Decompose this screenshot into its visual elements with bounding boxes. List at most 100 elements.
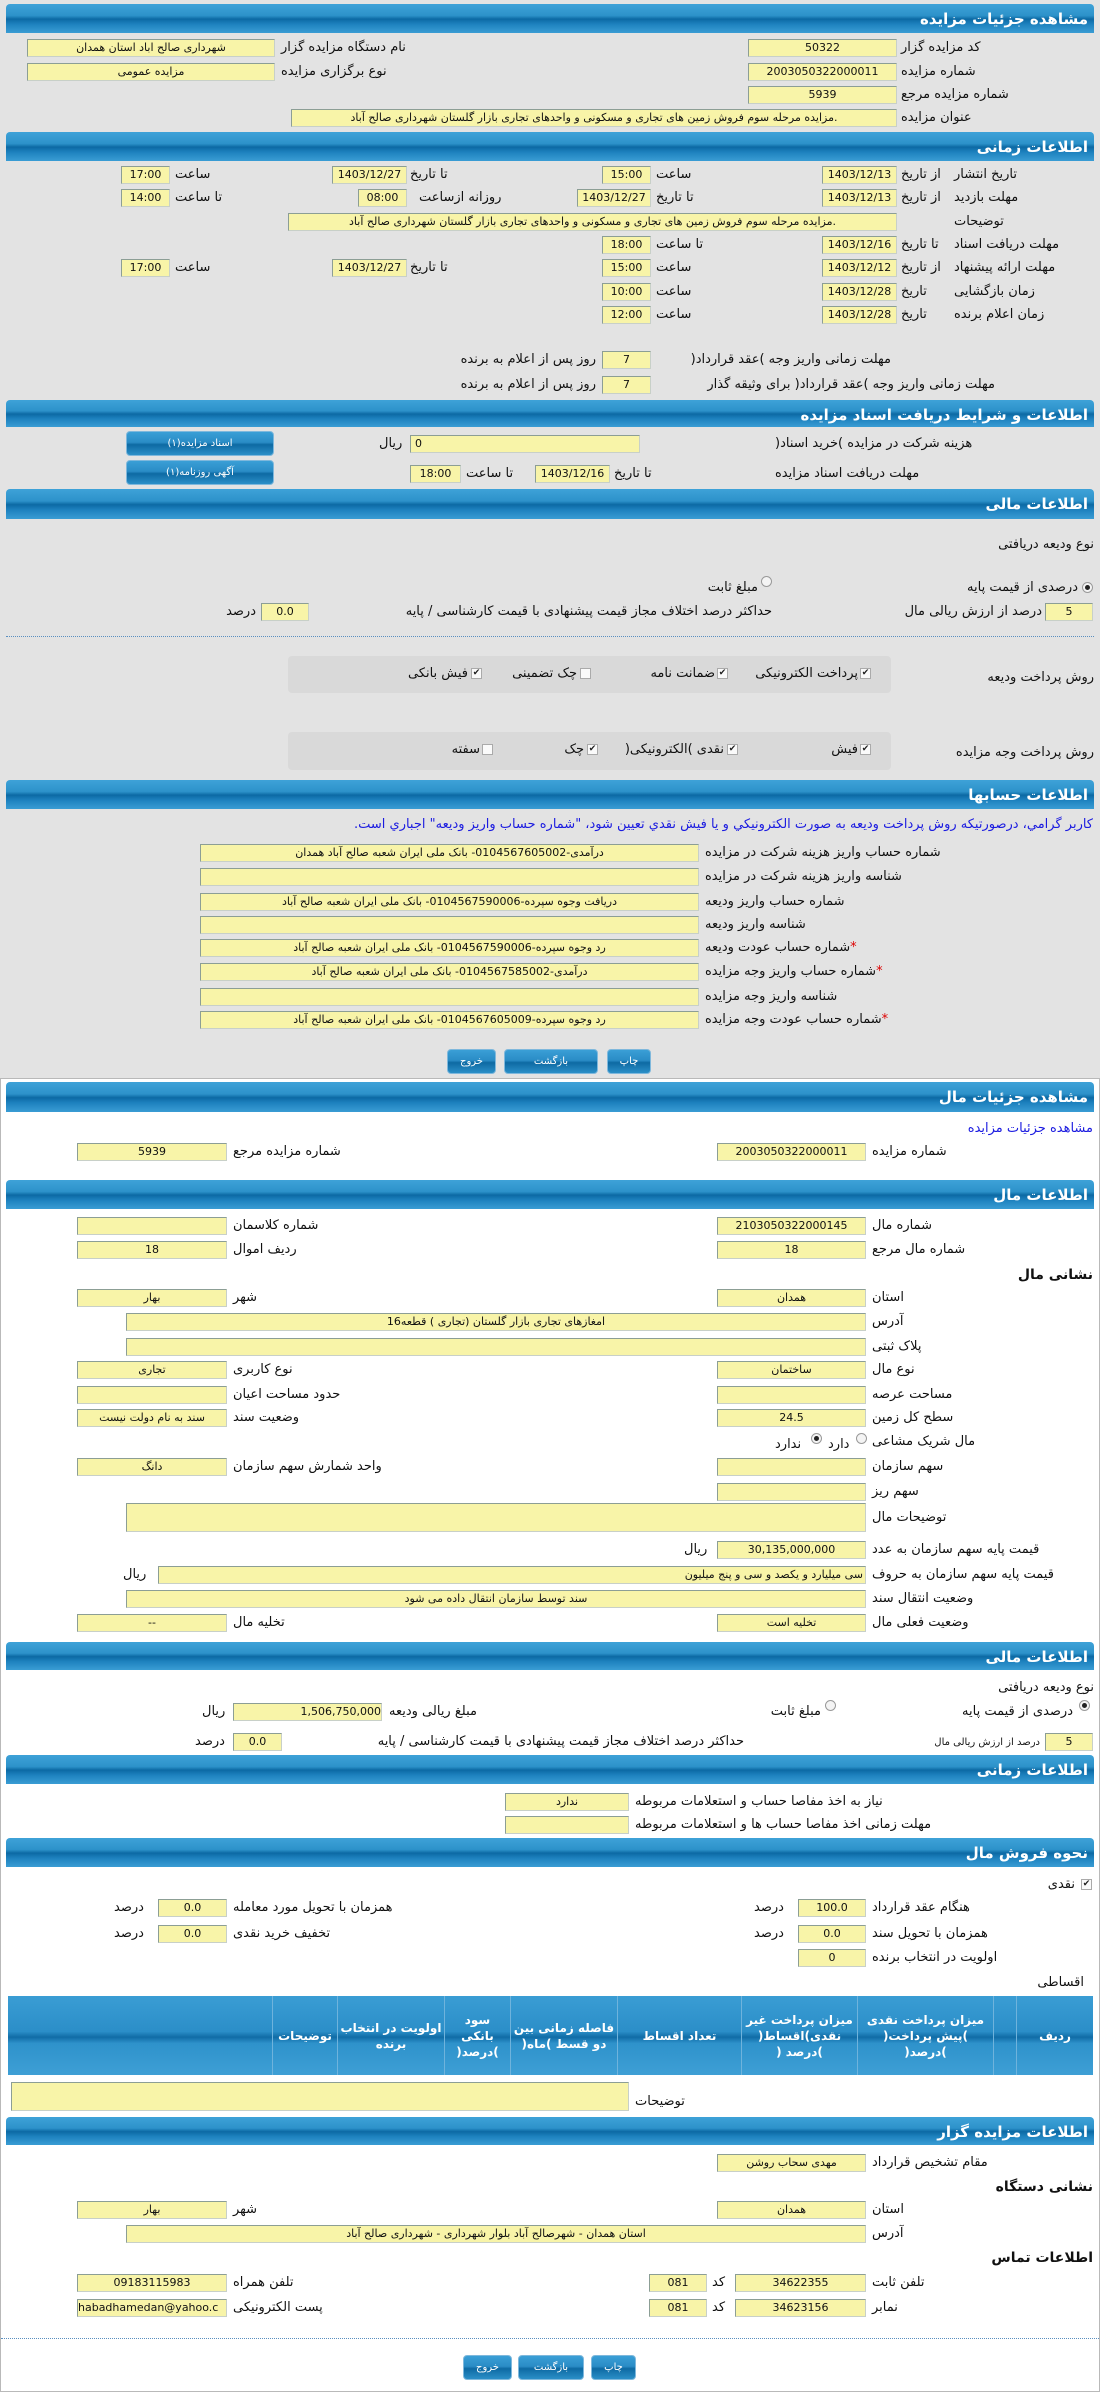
visit-daily-from-field[interactable]: 08:00 bbox=[358, 189, 407, 207]
usage-field[interactable]: تجاری bbox=[77, 1361, 227, 1379]
publish-to-field[interactable]: 1403/12/27 bbox=[332, 166, 407, 184]
shared-yes-radio[interactable] bbox=[856, 1433, 867, 1444]
winner-time-field[interactable]: 12:00 bbox=[602, 306, 651, 324]
print-button[interactable]: چاپ bbox=[591, 2355, 636, 2380]
account-field[interactable] bbox=[200, 868, 699, 886]
land-area-field[interactable] bbox=[717, 1386, 866, 1404]
account-field[interactable]: دریافت وجوه سپرده-0104567590006- بانک مل… bbox=[200, 893, 699, 911]
kind-field[interactable]: ساختمان bbox=[717, 1361, 866, 1379]
priority-field[interactable]: 0 bbox=[798, 1949, 866, 1967]
checkbox-guarantee[interactable]: ✔ bbox=[717, 668, 728, 679]
account-field[interactable] bbox=[200, 916, 699, 934]
back-button[interactable]: بازگشت bbox=[504, 1049, 598, 1074]
row-field[interactable]: 18 bbox=[77, 1241, 227, 1259]
clearance-deadline-field[interactable] bbox=[505, 1816, 629, 1834]
ref-field[interactable]: 5939 bbox=[748, 86, 897, 104]
deed-field[interactable]: سند به نام دولت نیست bbox=[77, 1409, 227, 1427]
ref-field[interactable]: 5939 bbox=[77, 1143, 227, 1161]
auction-docs-button[interactable]: اسناد مزایده(۱) bbox=[126, 431, 274, 456]
item-no-field[interactable]: 2103050322000145 bbox=[717, 1217, 866, 1235]
max-diff-field[interactable]: 0.0 bbox=[261, 603, 309, 621]
share-unit-field[interactable]: دانگ bbox=[77, 1458, 227, 1476]
checkbox-bank-slip[interactable]: ✔ bbox=[471, 668, 482, 679]
newspaper-ad-button[interactable]: آگهی روزنامه(۱) bbox=[126, 460, 274, 485]
visit-to-time-field[interactable]: 14:00 bbox=[121, 189, 170, 207]
checkbox-electronic[interactable]: ✔ bbox=[860, 668, 871, 679]
fee-field[interactable]: 0 bbox=[410, 435, 640, 453]
percent-radio[interactable] bbox=[1079, 1700, 1090, 1711]
item-ref-field[interactable]: 18 bbox=[717, 1241, 866, 1259]
publish-to-time-field[interactable]: 17:00 bbox=[121, 166, 170, 184]
delivery-field[interactable]: 0.0 bbox=[158, 1899, 227, 1917]
authority-field[interactable]: مهدی سحاب روشن bbox=[717, 2154, 866, 2172]
type-field[interactable]: مزایده عمومی bbox=[27, 63, 275, 81]
fax-code-field[interactable]: 081 bbox=[649, 2299, 707, 2317]
account-field[interactable]: درآمدی-0104567585002- بانک ملی ایران شعب… bbox=[200, 963, 699, 981]
docs-to-time-field[interactable]: 18:00 bbox=[602, 236, 651, 254]
percent-radio[interactable] bbox=[1082, 582, 1093, 593]
auction-no-field[interactable]: 2003050322000011 bbox=[748, 63, 897, 81]
payment2-days-field[interactable]: 7 bbox=[602, 376, 651, 394]
mobile-field[interactable]: 09183115983 bbox=[77, 2274, 227, 2292]
publish-from-field[interactable]: 1403/12/13 bbox=[822, 166, 897, 184]
subject-field[interactable]: مزایده مرحله سوم فروش زمین های تجاری و م… bbox=[291, 109, 897, 127]
notes-field[interactable] bbox=[11, 2082, 629, 2111]
clearance-field[interactable]: ندارد bbox=[505, 1793, 629, 1811]
transfer-field[interactable]: سند توسط سازمان انتقال داده می شود bbox=[126, 1590, 866, 1608]
max-diff-field[interactable]: 0.0 bbox=[233, 1733, 282, 1751]
deposit-percent-field[interactable]: 5 bbox=[1045, 1733, 1093, 1751]
fixed-radio[interactable] bbox=[761, 576, 772, 587]
account-field[interactable] bbox=[200, 988, 699, 1006]
fixed-radio[interactable] bbox=[825, 1700, 836, 1711]
visit-from-field[interactable]: 1403/12/13 bbox=[822, 189, 897, 207]
price-words-field[interactable]: سی میلیارد و یکصد و سی و پنج میلیون bbox=[158, 1566, 866, 1584]
offer-from-field[interactable]: 1403/12/12 bbox=[822, 259, 897, 277]
account-field[interactable]: درآمدی-0104567605002- بانک ملی ایران شعب… bbox=[200, 844, 699, 862]
deposit-amount-field[interactable]: 1,506,750,000 bbox=[233, 1703, 382, 1721]
checkbox-cheque[interactable] bbox=[580, 668, 591, 679]
contract-field[interactable]: 100.0 bbox=[798, 1899, 866, 1917]
share-field[interactable] bbox=[717, 1458, 866, 1476]
open-date-field[interactable]: 1403/12/28 bbox=[822, 283, 897, 301]
class-field[interactable] bbox=[77, 1217, 227, 1235]
deed-delivery-field[interactable]: 0.0 bbox=[798, 1925, 866, 1943]
checkbox-slip[interactable]: ✔ bbox=[860, 744, 871, 755]
visit-to-field[interactable]: 1403/12/27 bbox=[577, 189, 651, 207]
auction-no-field[interactable]: 2003050322000011 bbox=[717, 1143, 866, 1161]
exit-button[interactable]: خروج bbox=[447, 1049, 496, 1074]
offer-to-field[interactable]: 1403/12/27 bbox=[332, 259, 407, 277]
org-field[interactable]: شهرداری صالح اباد استان همدان bbox=[27, 39, 275, 57]
cash-checkbox[interactable]: ✔ bbox=[1081, 1879, 1092, 1890]
phone-field[interactable]: 34622355 bbox=[735, 2274, 866, 2292]
checkbox-cash-electronic[interactable]: ✔ bbox=[727, 744, 738, 755]
status-field[interactable]: تخلیه است bbox=[717, 1614, 866, 1632]
docs-time-field[interactable]: 18:00 bbox=[410, 465, 461, 483]
docs-to-field[interactable]: 1403/12/16 bbox=[822, 236, 897, 254]
checkbox-cheque[interactable]: ✔ bbox=[587, 744, 598, 755]
open-time-field[interactable]: 10:00 bbox=[602, 283, 651, 301]
code-field[interactable]: 50322 bbox=[748, 39, 897, 57]
winner-date-field[interactable]: 1403/12/28 bbox=[822, 306, 897, 324]
publish-from-time-field[interactable]: 15:00 bbox=[602, 166, 651, 184]
docs-date-field[interactable]: 1403/12/16 bbox=[535, 465, 610, 483]
email-field[interactable]: habadhamedan@yahoo.c bbox=[77, 2299, 227, 2317]
plate-field[interactable] bbox=[126, 1338, 866, 1356]
offer-from-time-field[interactable]: 15:00 bbox=[602, 259, 651, 277]
checkbox-promissory-note[interactable] bbox=[482, 744, 493, 755]
price-field[interactable]: 30,135,000,000 bbox=[717, 1541, 866, 1559]
phone-code-field[interactable]: 081 bbox=[649, 2274, 707, 2292]
city-field[interactable]: بهار bbox=[77, 2201, 227, 2219]
payment-days-field[interactable]: 7 bbox=[602, 351, 651, 369]
back-button[interactable]: بازگشت bbox=[518, 2355, 584, 2380]
fax-field[interactable]: 34623156 bbox=[735, 2299, 866, 2317]
auction-details-link[interactable]: مشاهده جزئیات مزایده bbox=[967, 1121, 1093, 1136]
account-field[interactable]: رد وجوه سپرده-0104567590006- بانک ملی ای… bbox=[200, 939, 699, 957]
shared-no-radio[interactable] bbox=[811, 1433, 822, 1444]
address-field[interactable]: استان همدان - شهرصالح آباد بلوار شهرداری… bbox=[126, 2225, 866, 2243]
total-area-field[interactable]: 24.5 bbox=[717, 1409, 866, 1427]
exit-button[interactable]: خروج bbox=[463, 2355, 512, 2380]
province-field[interactable]: همدان bbox=[717, 1289, 866, 1307]
deposit-percent-field[interactable]: 5 bbox=[1045, 603, 1093, 621]
offer-to-time-field[interactable]: 17:00 bbox=[121, 259, 170, 277]
item-desc-field[interactable] bbox=[126, 1503, 866, 1532]
